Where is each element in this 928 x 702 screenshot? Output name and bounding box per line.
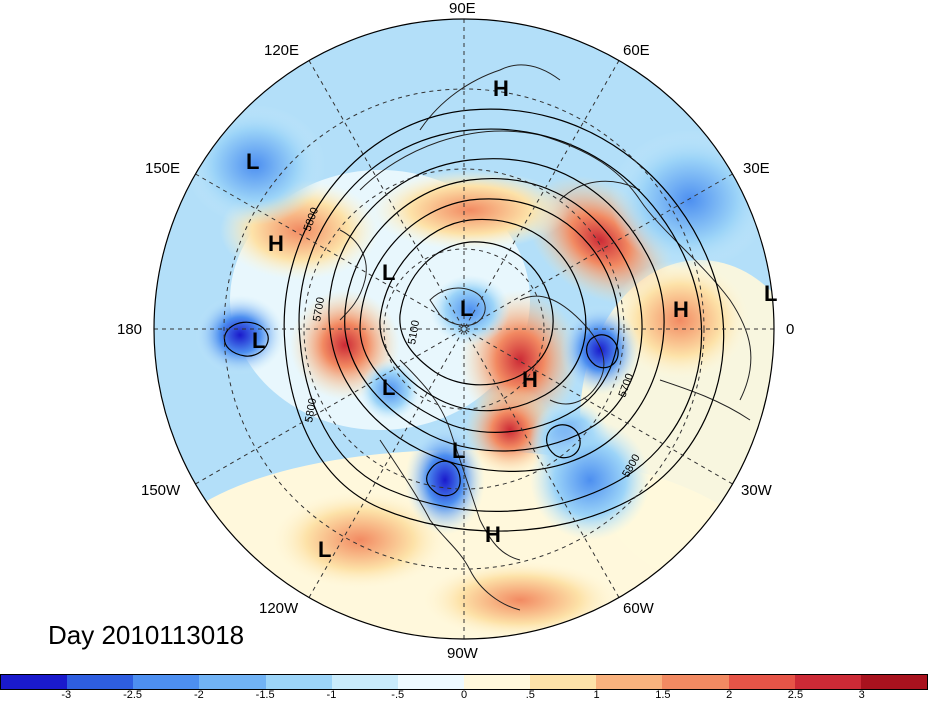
low-pressure-marker: L (246, 149, 260, 174)
lon-label-90e: 90E (449, 0, 476, 17)
colorbar-tick-label: 2 (726, 689, 733, 701)
colorbar-segment (463, 675, 531, 689)
high-pressure-marker: H (268, 231, 284, 256)
date-title: Day 2010113018 (48, 620, 245, 650)
high-pressure-marker: H (673, 297, 689, 322)
colorbar-tick-label: 1.5 (655, 689, 671, 701)
lon-label-180: 180 (117, 321, 143, 338)
low-pressure-marker: L (764, 281, 778, 306)
lon-label-150e: 150E (145, 160, 181, 177)
colorbar-segment (1, 675, 68, 689)
contour-label: 5700 (311, 296, 327, 322)
colorbar-segment (67, 675, 134, 689)
lon-label-0: 0 (786, 321, 795, 338)
high-pressure-marker: H (493, 76, 509, 101)
low-pressure-marker: L (318, 537, 332, 562)
colorbar-segment (199, 675, 266, 689)
high-pressure-marker: H (485, 522, 501, 547)
colorbar-segment (133, 675, 200, 689)
colorbar-tick-label: 2.5 (787, 689, 804, 701)
lat-lon-grid (154, 19, 774, 639)
coastlines (339, 64, 752, 611)
colorbar-segment (530, 675, 597, 689)
colorbar-segment (860, 675, 927, 689)
lon-label-90w: 90W (447, 645, 478, 662)
colorbar-segment (662, 675, 729, 689)
contour-label: 5100 (406, 319, 422, 345)
low-pressure-marker: L (382, 375, 396, 400)
lon-label-120w: 120W (259, 600, 299, 617)
lon-label-120e: 120E (264, 42, 300, 59)
lon-label-30e: 30E (743, 160, 770, 177)
colorbar-tick-label: 0 (460, 689, 468, 701)
colorbar-segment (265, 675, 332, 689)
colorbar-segment (794, 675, 861, 689)
lon-label-60w: 60W (623, 600, 654, 617)
colorbar-tick-label: -.5 (391, 689, 405, 701)
lon-label-150w: 150W (141, 482, 181, 499)
colorbar-tick-label: 1 (593, 689, 600, 701)
height-contours (223, 108, 725, 532)
colorbar-tick-label: .5 (525, 689, 535, 701)
low-pressure-marker: L (452, 438, 466, 463)
contour-label: 5800 (303, 397, 319, 423)
high-pressure-marker: H (522, 367, 538, 392)
colorbar-segment (331, 675, 398, 689)
low-pressure-marker: L (382, 260, 396, 285)
lon-label-30w: 30W (741, 482, 772, 499)
colorbar-tick-label: -3 (61, 689, 72, 701)
colorbar-tick-label: -2 (193, 689, 204, 701)
colorbar-tick-label: -1.5 (255, 689, 275, 701)
colorbar-tick-label: -1 (326, 689, 337, 701)
lon-label-60e: 60E (623, 42, 650, 59)
map-border (153, 18, 775, 640)
low-pressure-marker: L (460, 296, 474, 321)
colorbar-segment (728, 675, 795, 689)
low-pressure-marker: L (252, 328, 266, 353)
colorbar (0, 674, 928, 690)
colorbar-tick-label: -2.5 (123, 689, 143, 701)
colorbar-segment (596, 675, 663, 689)
colorbar-tick-label: 3 (858, 689, 865, 701)
colorbar-segment (397, 675, 464, 689)
